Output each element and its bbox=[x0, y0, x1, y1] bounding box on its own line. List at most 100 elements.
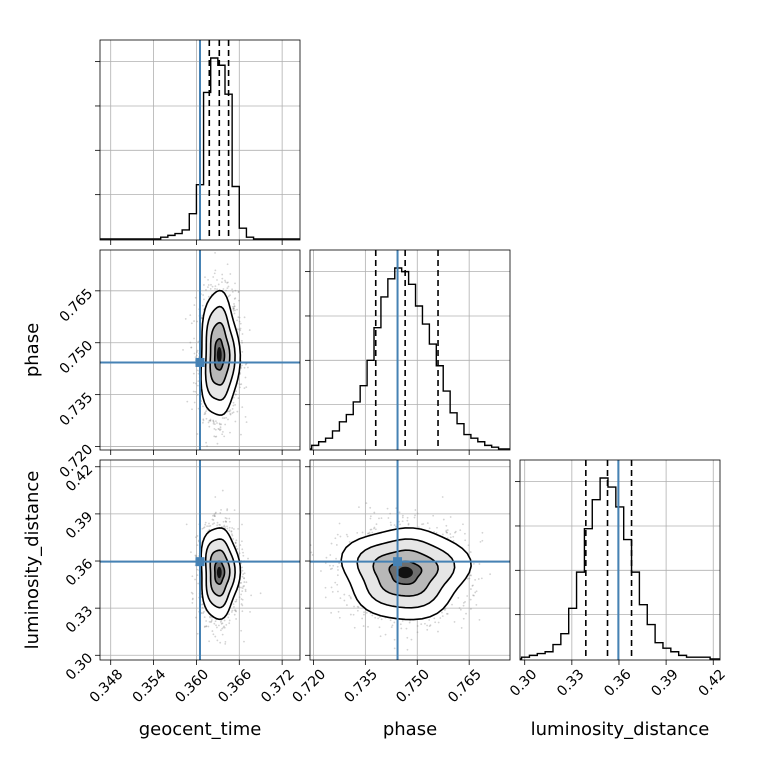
scatter-point bbox=[407, 523, 410, 526]
scatter-point bbox=[339, 597, 342, 600]
scatter-point bbox=[239, 544, 242, 546]
scatter-point bbox=[464, 539, 467, 542]
scatter-point bbox=[203, 298, 205, 301]
scatter-point bbox=[208, 640, 211, 643]
scatter-point bbox=[473, 594, 475, 597]
scatter-point bbox=[259, 592, 262, 595]
scatter-point bbox=[422, 523, 425, 525]
scatter-point bbox=[238, 320, 241, 323]
histogram-bar bbox=[537, 654, 545, 659]
scatter-point bbox=[229, 294, 231, 297]
histogram-bar bbox=[702, 657, 710, 659]
scatter-point bbox=[204, 276, 206, 279]
histogram-bar bbox=[608, 487, 616, 659]
scatter-point bbox=[478, 563, 481, 565]
scatter-point bbox=[218, 422, 221, 425]
scatter-point bbox=[227, 285, 230, 288]
scatter-point bbox=[237, 316, 240, 319]
scatter-point bbox=[370, 528, 373, 531]
scatter-point bbox=[465, 612, 467, 615]
scatter-point bbox=[472, 562, 475, 565]
scatter-point bbox=[231, 609, 234, 612]
histogram-phase bbox=[305, 249, 511, 455]
scatter-point bbox=[242, 585, 245, 588]
scatter-point bbox=[192, 372, 195, 375]
panel-plot-area bbox=[100, 250, 300, 450]
scatter-point bbox=[209, 616, 212, 619]
scatter-point bbox=[353, 605, 355, 608]
scatter-point bbox=[390, 524, 392, 526]
scatter-point bbox=[371, 614, 374, 617]
scatter-point bbox=[190, 346, 193, 349]
panel-frame bbox=[99, 249, 301, 451]
scatter-point bbox=[445, 612, 448, 615]
scatter-point bbox=[225, 517, 228, 520]
scatter-point bbox=[228, 526, 231, 529]
scatter-point bbox=[223, 626, 226, 629]
scatter-point bbox=[373, 526, 376, 529]
histogram-bar bbox=[211, 58, 218, 239]
scatter-point bbox=[428, 527, 431, 530]
scatter-point bbox=[240, 629, 243, 632]
scatter-point bbox=[234, 610, 237, 612]
scatter-point bbox=[232, 308, 235, 311]
scatter-point bbox=[337, 590, 339, 593]
scatter-point bbox=[474, 591, 477, 594]
scatter-point bbox=[204, 523, 207, 526]
histogram-bar bbox=[457, 424, 464, 449]
scatter-point bbox=[190, 322, 193, 325]
scatter-point bbox=[428, 625, 431, 628]
scatter-point bbox=[232, 307, 235, 310]
scatter-point bbox=[193, 401, 196, 404]
scatter-point bbox=[236, 308, 238, 311]
scatter-point bbox=[369, 517, 372, 520]
scatter-point bbox=[449, 533, 452, 535]
scatter-point bbox=[350, 597, 352, 600]
scatter-point bbox=[215, 624, 217, 627]
scatter-point bbox=[207, 278, 209, 281]
scatter-point bbox=[343, 599, 346, 602]
scatter-point bbox=[232, 404, 235, 407]
histogram-steps bbox=[100, 57, 300, 240]
scatter-point bbox=[398, 511, 401, 514]
scatter-point bbox=[367, 625, 369, 628]
scatter-point bbox=[406, 636, 409, 639]
scatter-point bbox=[416, 631, 419, 634]
truth-marker bbox=[393, 557, 403, 567]
scatter-point bbox=[446, 529, 449, 531]
panel-plot-area bbox=[100, 40, 300, 240]
scatter-point bbox=[232, 305, 234, 308]
scatter-point bbox=[230, 530, 233, 533]
scatter-point bbox=[225, 289, 227, 292]
scatter-point bbox=[207, 625, 210, 628]
scatter-point bbox=[231, 290, 234, 293]
scatter-point bbox=[213, 522, 216, 525]
scatter-point bbox=[233, 509, 236, 512]
scatter-point bbox=[459, 529, 462, 532]
scatter-point bbox=[221, 430, 224, 433]
scatter-point bbox=[231, 407, 234, 410]
scatter-point bbox=[203, 610, 205, 613]
histogram-bar bbox=[492, 447, 499, 449]
scatter-point bbox=[202, 527, 205, 529]
scatter-point bbox=[442, 518, 445, 521]
scatter-point bbox=[196, 568, 199, 571]
scatter-point bbox=[226, 287, 229, 290]
scatter-point bbox=[374, 616, 377, 619]
scatter-point bbox=[232, 538, 235, 540]
histogram-bar bbox=[312, 445, 319, 449]
scatter-point bbox=[209, 419, 212, 422]
scatter-point bbox=[223, 524, 226, 527]
scatter-point bbox=[338, 616, 341, 619]
scatter-point bbox=[432, 514, 435, 517]
scatter-point bbox=[444, 607, 447, 610]
scatter-point bbox=[241, 350, 244, 353]
scatter-point bbox=[367, 532, 369, 535]
scatter-point bbox=[245, 386, 248, 388]
scatter-point bbox=[228, 619, 231, 622]
histogram-bar bbox=[246, 237, 253, 239]
scatter-point bbox=[202, 421, 204, 424]
histogram-bar bbox=[529, 655, 537, 659]
scatter-point bbox=[363, 613, 365, 616]
scatter-point bbox=[365, 502, 368, 505]
